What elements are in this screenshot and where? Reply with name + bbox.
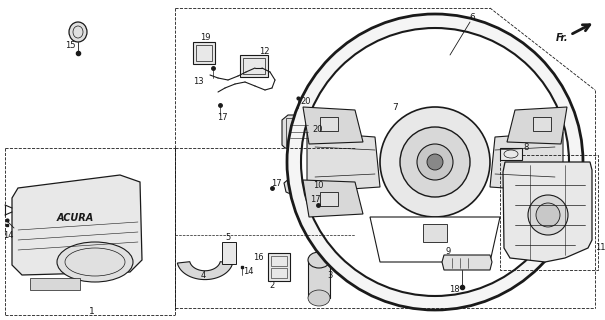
- Bar: [222, 242, 236, 264]
- Bar: [243, 58, 265, 74]
- Text: 11: 11: [595, 244, 605, 252]
- Polygon shape: [284, 175, 312, 196]
- Polygon shape: [442, 255, 492, 270]
- Ellipse shape: [380, 107, 490, 217]
- Polygon shape: [303, 107, 363, 144]
- Bar: [423, 224, 447, 242]
- Text: 14: 14: [3, 230, 13, 239]
- Text: 1: 1: [89, 308, 95, 316]
- Polygon shape: [12, 175, 142, 275]
- Text: 17: 17: [217, 114, 227, 123]
- Text: Fr.: Fr.: [555, 33, 568, 43]
- Text: 19: 19: [200, 34, 211, 43]
- Ellipse shape: [536, 203, 560, 227]
- Ellipse shape: [57, 242, 133, 282]
- Polygon shape: [303, 180, 363, 217]
- Polygon shape: [282, 115, 312, 148]
- Text: 2: 2: [269, 281, 275, 290]
- Text: 4: 4: [200, 270, 206, 279]
- Text: 7: 7: [392, 103, 398, 113]
- Bar: [271, 268, 287, 278]
- Polygon shape: [507, 107, 567, 144]
- Bar: [193, 42, 215, 64]
- Text: ACURA: ACURA: [56, 213, 94, 223]
- Ellipse shape: [287, 14, 583, 310]
- Bar: [320, 192, 338, 206]
- Polygon shape: [503, 162, 592, 262]
- Text: 8: 8: [523, 143, 529, 153]
- Text: 15: 15: [65, 41, 75, 50]
- Text: 9: 9: [445, 247, 451, 257]
- Text: 10: 10: [313, 180, 323, 189]
- Text: 6: 6: [469, 13, 475, 22]
- Bar: [240, 55, 268, 77]
- Text: 3: 3: [327, 271, 333, 281]
- Text: 14: 14: [243, 268, 253, 276]
- Polygon shape: [177, 262, 233, 280]
- Ellipse shape: [417, 144, 453, 180]
- Bar: [500, 148, 522, 160]
- Bar: [320, 117, 338, 131]
- Text: 20: 20: [301, 97, 311, 106]
- Ellipse shape: [69, 22, 87, 42]
- Text: 13: 13: [192, 77, 203, 86]
- Ellipse shape: [400, 127, 470, 197]
- Text: 5: 5: [226, 234, 231, 243]
- Bar: [268, 253, 290, 281]
- Bar: [30, 278, 80, 290]
- Ellipse shape: [301, 28, 569, 296]
- Bar: [286, 118, 310, 146]
- Polygon shape: [507, 180, 567, 217]
- Text: 18: 18: [449, 285, 459, 294]
- Bar: [271, 256, 287, 266]
- Bar: [196, 45, 212, 61]
- Bar: [533, 192, 551, 206]
- Polygon shape: [307, 132, 380, 192]
- Text: 17: 17: [310, 196, 320, 204]
- Ellipse shape: [308, 252, 330, 268]
- Text: 17: 17: [270, 179, 281, 188]
- Ellipse shape: [308, 290, 330, 306]
- Text: 12: 12: [259, 47, 269, 57]
- Text: 20: 20: [313, 125, 323, 134]
- Ellipse shape: [427, 154, 443, 170]
- Bar: [533, 117, 551, 131]
- Ellipse shape: [528, 195, 568, 235]
- Polygon shape: [370, 217, 500, 262]
- Bar: [308, 260, 330, 298]
- Text: 16: 16: [253, 253, 263, 262]
- Polygon shape: [490, 132, 563, 192]
